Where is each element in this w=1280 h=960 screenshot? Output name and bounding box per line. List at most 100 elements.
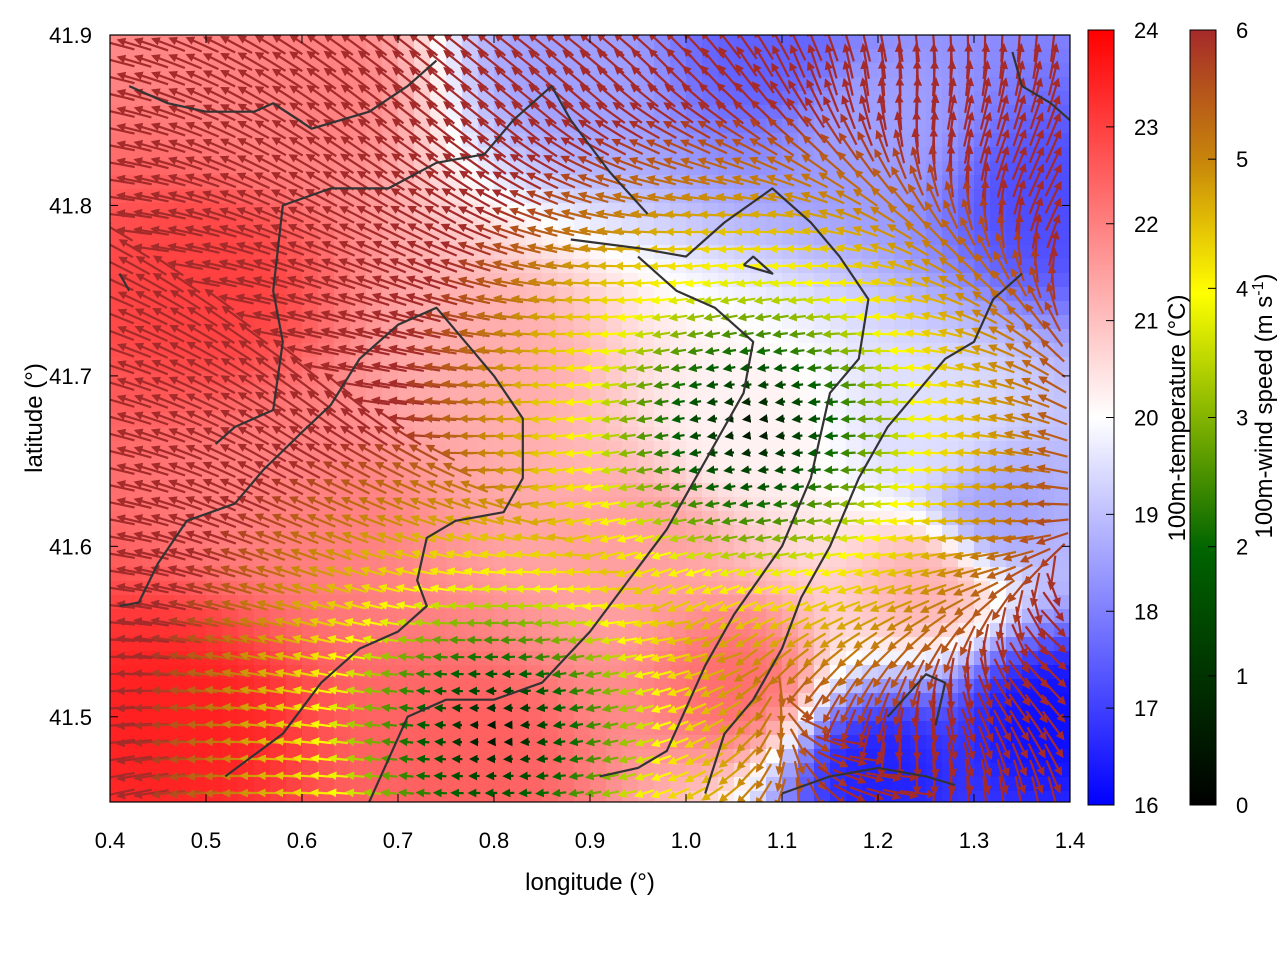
heat-cell <box>782 357 799 372</box>
heat-cell <box>958 35 975 50</box>
heat-cell <box>174 749 191 764</box>
heat-cell <box>606 427 623 442</box>
heat-cell <box>510 777 527 792</box>
heat-cell <box>1054 791 1070 802</box>
heat-cell <box>654 385 671 400</box>
heat-cell <box>1054 371 1070 386</box>
heat-cell <box>894 301 911 316</box>
heat-cell <box>670 301 687 316</box>
heat-cell <box>542 329 559 344</box>
heat-cell <box>862 273 879 288</box>
wind-arrow <box>888 363 910 373</box>
wind-arrow <box>822 346 840 356</box>
heat-cell <box>174 791 191 802</box>
heat-cell <box>910 777 927 792</box>
heat-cell <box>542 539 559 554</box>
heat-cell <box>526 567 543 582</box>
heat-cell <box>526 539 543 554</box>
heat-cell <box>670 539 687 554</box>
heat-cell <box>686 623 703 638</box>
heat-cell <box>446 721 463 736</box>
heat-cell <box>862 511 879 526</box>
wind-arrow <box>806 346 822 356</box>
heat-cell <box>766 371 783 386</box>
heat-cell <box>750 273 767 288</box>
heat-cell <box>350 721 367 736</box>
wind-arrow <box>856 380 874 390</box>
heat-cell <box>414 777 431 792</box>
wind-arrow <box>855 482 874 492</box>
heat-cell <box>590 693 607 708</box>
heat-cell <box>510 623 527 638</box>
heat-cell <box>670 357 687 372</box>
wind-arrow <box>806 482 822 492</box>
heat-cell <box>974 203 991 218</box>
heat-cell <box>910 119 927 134</box>
heat-cell <box>830 301 847 316</box>
heat-cell <box>478 707 495 722</box>
heat-cell <box>414 693 431 708</box>
heat-cell <box>494 567 511 582</box>
heat-cell <box>894 469 911 484</box>
heat-cell <box>958 455 975 470</box>
heat-cell <box>494 749 511 764</box>
heat-cell <box>862 413 879 428</box>
heat-cell <box>558 385 575 400</box>
heat-cell <box>478 385 495 400</box>
wind-arrow <box>758 448 768 457</box>
heat-cell <box>494 651 511 666</box>
heat-cell <box>926 623 943 638</box>
heat-cell <box>718 273 735 288</box>
wind-arrow <box>905 414 927 424</box>
heat-cell <box>494 413 511 428</box>
wind-arrow <box>872 482 892 492</box>
heat-cell <box>798 511 815 526</box>
heat-cell <box>702 427 719 442</box>
wind-arrow <box>820 295 842 305</box>
heat-cell <box>446 749 463 764</box>
heat-cell <box>606 371 623 386</box>
wind-arrow <box>807 448 821 458</box>
heat-cell <box>734 273 751 288</box>
heat-cell <box>446 777 463 792</box>
wind-arrow <box>839 465 856 475</box>
heat-cell <box>302 777 319 792</box>
heat-cell <box>606 623 623 638</box>
heat-cell <box>782 385 799 400</box>
heat-cell <box>638 511 655 526</box>
heat-cell <box>494 455 511 470</box>
heat-cell <box>894 105 911 120</box>
heat-cell <box>734 231 751 246</box>
heat-cell <box>782 483 799 498</box>
heat-cell <box>766 413 783 428</box>
heat-cell <box>270 749 287 764</box>
heat-cell <box>622 217 639 232</box>
heat-cell <box>462 721 479 736</box>
heat-cell <box>430 777 447 792</box>
wind-arrow <box>840 431 856 441</box>
heat-cell <box>718 679 735 694</box>
heat-cell <box>878 539 895 554</box>
heat-cell <box>766 385 783 400</box>
heat-cell <box>734 651 751 666</box>
heat-cell <box>558 749 575 764</box>
heat-cell <box>734 301 751 316</box>
heat-cell <box>414 749 431 764</box>
heat-cell <box>558 623 575 638</box>
heat-cell <box>126 693 143 708</box>
heat-cell <box>750 385 767 400</box>
heat-cell <box>846 385 863 400</box>
heat-cell <box>750 483 767 498</box>
wind-arrow <box>741 414 752 423</box>
wind-arrow <box>758 431 769 440</box>
heat-cell <box>686 245 703 260</box>
heat-cell <box>334 693 351 708</box>
heat-cell <box>766 329 783 344</box>
heat-cell <box>718 77 735 92</box>
heat-cell <box>574 567 591 582</box>
heat-cell <box>206 749 223 764</box>
heat-cell <box>686 329 703 344</box>
heat-cell <box>990 455 1007 470</box>
heat-cell <box>670 217 687 232</box>
heat-cell <box>494 301 511 316</box>
